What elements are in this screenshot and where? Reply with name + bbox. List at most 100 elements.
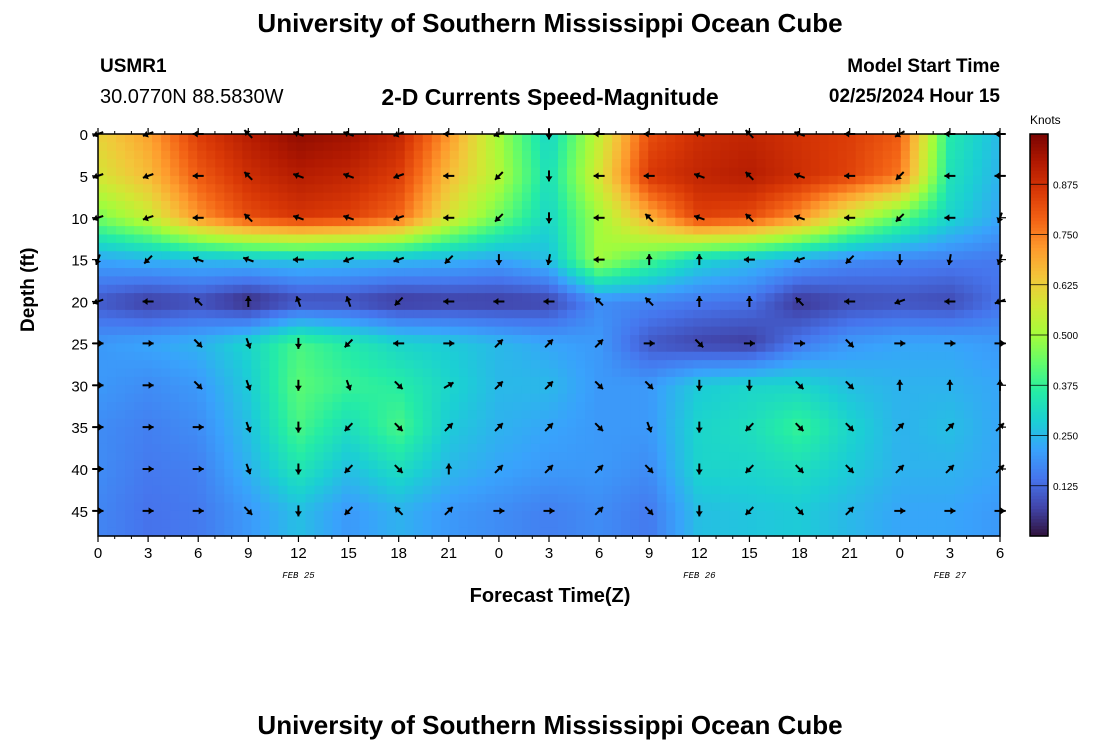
heatmap-cell bbox=[738, 443, 749, 453]
heatmap-cell bbox=[666, 335, 676, 344]
heatmap-cell bbox=[918, 293, 929, 303]
heatmap-cell bbox=[873, 527, 884, 537]
heatmap-cell bbox=[134, 393, 144, 403]
heatmap-cell bbox=[260, 502, 270, 512]
heatmap-cell bbox=[801, 494, 812, 504]
heatmap-cell bbox=[918, 452, 929, 462]
heatmap-cell bbox=[765, 301, 776, 311]
current-arrow bbox=[945, 422, 955, 432]
heatmap-cell bbox=[828, 234, 839, 244]
heatmap-cell bbox=[476, 527, 487, 537]
heatmap-cell bbox=[630, 276, 640, 286]
heatmap-cell bbox=[567, 326, 577, 336]
heatmap-cell bbox=[332, 301, 343, 311]
heatmap-cell bbox=[576, 452, 586, 462]
heatmap-cell bbox=[684, 443, 694, 453]
heatmap-cell bbox=[900, 527, 911, 537]
heatmap-cell bbox=[296, 452, 307, 462]
heatmap-cell bbox=[747, 284, 758, 294]
heatmap-cell bbox=[197, 510, 207, 520]
heatmap-cell bbox=[485, 519, 496, 529]
heatmap-cell bbox=[206, 175, 216, 185]
heatmap-cell bbox=[287, 527, 298, 537]
heatmap-cell bbox=[963, 460, 974, 470]
heatmap-cell bbox=[206, 259, 216, 269]
heatmap-cell bbox=[846, 510, 857, 520]
heatmap-cell bbox=[657, 217, 667, 227]
heatmap-cell bbox=[936, 335, 947, 344]
heatmap-cell bbox=[720, 167, 730, 177]
heatmap-cell bbox=[693, 343, 703, 353]
heatmap-cell bbox=[503, 460, 514, 470]
heatmap-cell bbox=[684, 293, 694, 303]
heatmap-cell bbox=[801, 259, 812, 269]
heatmap-cell bbox=[648, 435, 658, 445]
heatmap-cell bbox=[792, 443, 803, 453]
heatmap-cell bbox=[792, 368, 803, 378]
heatmap-cell bbox=[530, 335, 541, 344]
heatmap-cell bbox=[666, 142, 676, 152]
heatmap-cell bbox=[846, 184, 857, 194]
heatmap-cell bbox=[476, 326, 487, 336]
heatmap-cell bbox=[558, 251, 568, 261]
heatmap-cell bbox=[134, 301, 144, 311]
heatmap-cell bbox=[107, 142, 117, 152]
heatmap-cell bbox=[116, 360, 126, 370]
heatmap-cell bbox=[873, 259, 884, 269]
heatmap-cell bbox=[314, 519, 325, 529]
heatmap-cell bbox=[530, 410, 541, 420]
heatmap-cell bbox=[143, 519, 153, 529]
heatmap-cell bbox=[341, 393, 352, 403]
heatmap-cell bbox=[413, 360, 424, 370]
heatmap-cell bbox=[909, 251, 920, 261]
current-arrow bbox=[245, 463, 252, 475]
chart-title: University of Southern Mississippi Ocean… bbox=[257, 8, 843, 38]
heatmap-cell bbox=[107, 427, 117, 437]
heatmap-cell bbox=[350, 452, 361, 462]
heatmap-cell bbox=[936, 460, 947, 470]
heatmap-cell bbox=[530, 318, 541, 328]
heatmap-cell bbox=[161, 519, 171, 529]
heatmap-cell bbox=[819, 184, 830, 194]
heatmap-cell bbox=[404, 150, 415, 160]
heatmap-cell bbox=[161, 326, 171, 336]
heatmap-cell bbox=[558, 217, 568, 227]
heatmap-cell bbox=[539, 309, 550, 319]
heatmap-cell bbox=[359, 402, 370, 411]
heatmap-cell bbox=[909, 410, 920, 420]
heatmap-cell bbox=[648, 368, 658, 378]
heatmap-cell bbox=[467, 527, 478, 537]
heatmap-cell bbox=[197, 418, 207, 428]
heatmap-cell bbox=[576, 427, 586, 437]
heatmap-cell bbox=[648, 251, 658, 261]
heatmap-cell bbox=[603, 477, 613, 487]
heatmap-cell bbox=[864, 443, 875, 453]
heatmap-cell bbox=[747, 234, 758, 244]
heatmap-cell bbox=[503, 393, 514, 403]
heatmap-cell bbox=[549, 192, 559, 202]
heatmap-cell bbox=[476, 209, 487, 219]
heatmap-cell bbox=[873, 469, 884, 478]
heatmap-cell bbox=[621, 242, 631, 252]
heatmap-cell bbox=[530, 527, 541, 537]
heatmap-cell bbox=[639, 234, 649, 244]
heatmap-cell bbox=[918, 335, 929, 344]
heatmap-cell bbox=[846, 494, 857, 504]
heatmap-cell bbox=[503, 301, 514, 311]
heatmap-cell bbox=[206, 519, 216, 529]
heatmap-cell bbox=[837, 201, 848, 210]
heatmap-cell bbox=[981, 368, 992, 378]
heatmap-cell bbox=[774, 284, 785, 294]
heatmap-cell bbox=[413, 159, 424, 169]
current-arrow bbox=[944, 298, 956, 305]
heatmap-cell bbox=[702, 427, 712, 437]
heatmap-cell bbox=[296, 527, 307, 537]
current-arrow bbox=[645, 254, 653, 266]
heatmap-cell bbox=[648, 276, 658, 286]
heatmap-cell bbox=[359, 309, 370, 319]
heatmap-cell bbox=[585, 268, 595, 277]
heatmap-cell bbox=[990, 134, 1001, 143]
heatmap-cell bbox=[170, 376, 180, 386]
heatmap-cell bbox=[774, 527, 785, 537]
heatmap-cell bbox=[143, 477, 153, 487]
